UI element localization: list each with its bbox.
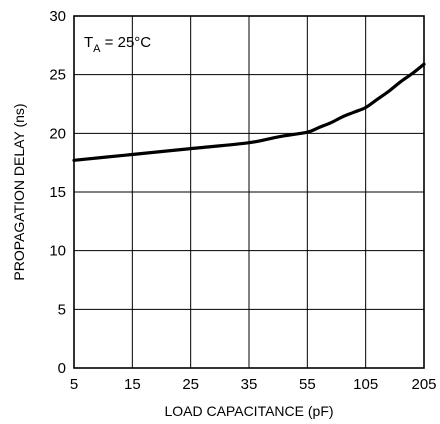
x-tick-label: 5 bbox=[70, 376, 78, 393]
y-tick-label: 20 bbox=[49, 125, 66, 142]
annotation-main: T bbox=[84, 34, 93, 51]
annotation-subscript: A bbox=[93, 43, 101, 55]
temperature-annotation: TA = 25°C bbox=[84, 34, 151, 55]
y-tick-label: 5 bbox=[58, 301, 66, 318]
x-tick-label: 35 bbox=[241, 376, 258, 393]
y-tick-labels: 0 5 10 15 20 25 30 bbox=[49, 8, 66, 377]
x-tick-label: 205 bbox=[411, 376, 436, 393]
y-tick-label: 0 bbox=[58, 360, 66, 377]
y-tick-label: 25 bbox=[49, 67, 66, 84]
y-tick-label: 10 bbox=[49, 243, 66, 260]
grid-lines bbox=[74, 16, 424, 368]
x-tick-label: 55 bbox=[299, 376, 316, 393]
y-tick-label: 30 bbox=[49, 8, 66, 25]
x-tick-label: 15 bbox=[124, 376, 141, 393]
y-axis-title: PROPAGATION DELAY (ns) bbox=[11, 103, 27, 280]
plot-frame bbox=[73, 15, 425, 369]
x-tick-labels: 5 15 25 35 55 105 205 bbox=[70, 376, 437, 393]
x-axis-title: LOAD CAPACITANCE (pF) bbox=[164, 403, 333, 419]
delay-curve bbox=[72, 62, 426, 162]
x-tick-label: 25 bbox=[182, 376, 199, 393]
x-tick-label: 105 bbox=[353, 376, 378, 393]
y-tick-label: 15 bbox=[49, 184, 66, 201]
annotation-rest: = 25°C bbox=[101, 34, 152, 51]
